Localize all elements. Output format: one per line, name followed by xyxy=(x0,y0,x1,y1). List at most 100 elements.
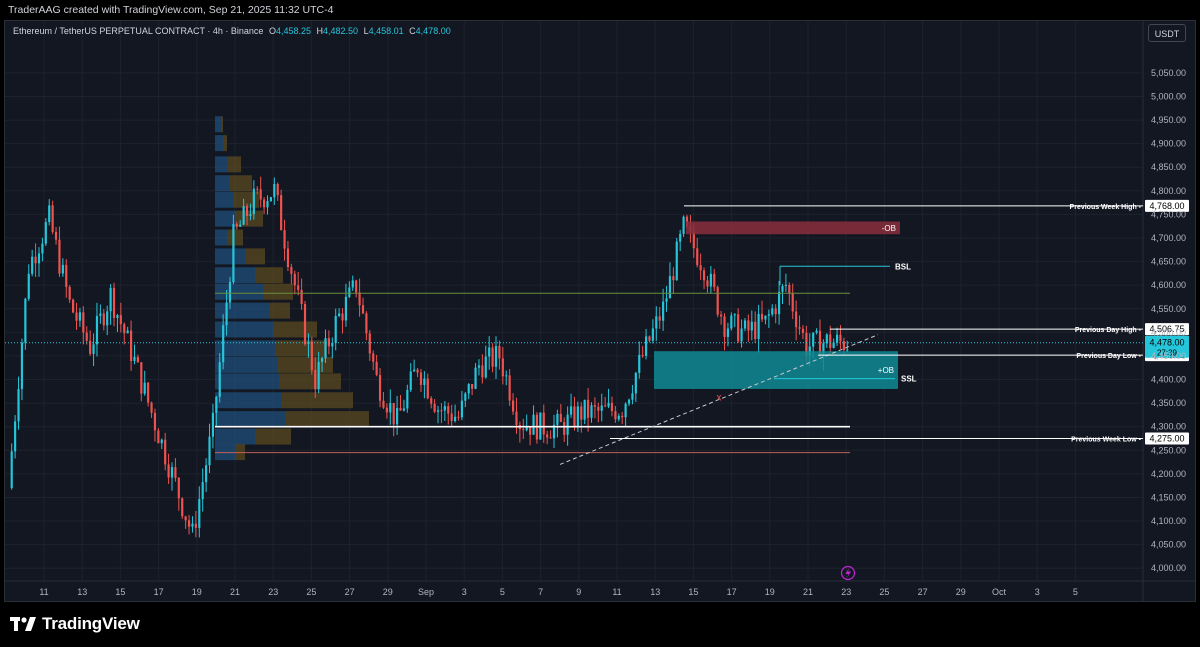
candle[interactable] xyxy=(58,226,61,277)
candles[interactable] xyxy=(10,176,849,538)
candle[interactable] xyxy=(85,326,88,345)
currency-button[interactable]: USDT xyxy=(1148,24,1186,42)
candle[interactable] xyxy=(396,395,399,435)
candle[interactable] xyxy=(682,215,685,237)
candle[interactable] xyxy=(177,476,180,511)
candle[interactable] xyxy=(129,320,133,371)
candle[interactable] xyxy=(51,200,54,235)
candle[interactable] xyxy=(679,229,682,251)
candle[interactable] xyxy=(184,515,187,529)
candle[interactable] xyxy=(44,218,47,247)
price-axis[interactable]: 4,000.00 4,050.00 4,100.00 4,150.00 4,200.00… xyxy=(1151,68,1186,573)
trend-line[interactable] xyxy=(559,334,879,465)
candle[interactable] xyxy=(515,397,518,434)
candle[interactable] xyxy=(314,357,317,398)
candle[interactable] xyxy=(399,395,402,411)
candle[interactable] xyxy=(194,510,197,538)
candle[interactable] xyxy=(587,388,590,432)
candle[interactable] xyxy=(327,330,330,355)
candle[interactable] xyxy=(205,458,208,493)
candle[interactable] xyxy=(580,402,583,433)
candle[interactable] xyxy=(365,311,368,341)
candle[interactable] xyxy=(457,410,460,421)
candle[interactable] xyxy=(535,412,539,444)
candle[interactable] xyxy=(617,413,620,422)
candle[interactable] xyxy=(392,402,395,437)
candle[interactable] xyxy=(511,393,515,415)
candle[interactable] xyxy=(389,389,392,425)
candle[interactable] xyxy=(631,385,634,405)
candle[interactable] xyxy=(286,240,290,272)
plot-area[interactable] xyxy=(5,21,1143,580)
candle[interactable] xyxy=(109,284,112,325)
candle[interactable] xyxy=(303,301,307,346)
candle[interactable] xyxy=(68,285,71,303)
candle[interactable] xyxy=(760,300,764,323)
candle[interactable] xyxy=(443,401,446,421)
candle[interactable] xyxy=(419,368,423,393)
candle[interactable] xyxy=(481,354,484,384)
candle[interactable] xyxy=(416,367,419,378)
candle[interactable] xyxy=(153,408,157,442)
candle[interactable] xyxy=(771,304,774,317)
candle[interactable] xyxy=(126,326,129,334)
candle[interactable] xyxy=(266,195,269,215)
candle[interactable] xyxy=(225,289,228,336)
candle[interactable] xyxy=(464,392,467,408)
candle[interactable] xyxy=(89,330,92,356)
candle[interactable] xyxy=(740,319,743,348)
candle[interactable] xyxy=(75,302,78,330)
candle[interactable] xyxy=(355,279,358,298)
candle[interactable] xyxy=(413,359,416,372)
candle[interactable] xyxy=(600,393,603,422)
candle[interactable] xyxy=(160,438,163,449)
candle[interactable] xyxy=(569,393,573,418)
price-chart[interactable]: -OB +OB Previous Week High - 4,768.00 Previo… xyxy=(0,0,1200,602)
candle[interactable] xyxy=(494,336,498,380)
candle[interactable] xyxy=(239,220,242,228)
candle[interactable] xyxy=(351,275,354,291)
candle[interactable] xyxy=(795,300,798,341)
candle[interactable] xyxy=(218,353,221,403)
candle[interactable] xyxy=(164,432,167,471)
candle[interactable] xyxy=(672,267,675,294)
candle[interactable] xyxy=(522,418,525,440)
candle[interactable] xyxy=(341,308,344,334)
candle[interactable] xyxy=(378,368,382,408)
candle[interactable] xyxy=(546,430,549,445)
candle[interactable] xyxy=(767,309,770,328)
candle[interactable] xyxy=(668,262,672,299)
candle[interactable] xyxy=(754,311,757,343)
candle[interactable] xyxy=(733,313,736,328)
candle[interactable] xyxy=(249,203,252,221)
candle[interactable] xyxy=(607,388,610,409)
candle[interactable] xyxy=(638,341,641,379)
candle[interactable] xyxy=(590,402,593,423)
candle[interactable] xyxy=(597,402,600,423)
candle[interactable] xyxy=(665,285,668,312)
candle[interactable] xyxy=(529,426,532,446)
candle[interactable] xyxy=(402,399,406,412)
candle[interactable] xyxy=(460,390,463,421)
candle[interactable] xyxy=(147,381,150,407)
candle[interactable] xyxy=(259,176,262,208)
candle[interactable] xyxy=(334,308,337,351)
candle[interactable] xyxy=(191,516,194,533)
candle[interactable] xyxy=(716,285,719,318)
candle[interactable] xyxy=(498,340,501,370)
candle[interactable] xyxy=(825,333,828,348)
candle[interactable] xyxy=(324,329,327,363)
candle[interactable] xyxy=(338,308,341,318)
candle[interactable] xyxy=(709,265,712,294)
candle[interactable] xyxy=(730,312,733,331)
candle[interactable] xyxy=(95,302,99,357)
candle[interactable] xyxy=(99,304,102,324)
candle[interactable] xyxy=(784,273,787,292)
candle[interactable] xyxy=(423,371,426,399)
candle[interactable] xyxy=(627,398,631,406)
candle[interactable] xyxy=(361,297,365,315)
candle[interactable] xyxy=(157,428,160,444)
candle[interactable] xyxy=(846,340,849,353)
candle[interactable] xyxy=(41,237,44,262)
